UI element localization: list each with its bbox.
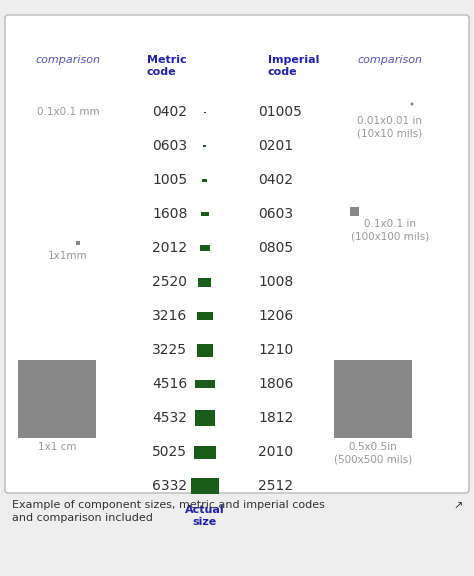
Bar (334, 360, 412, 438)
Text: comparison: comparison (36, 55, 100, 65)
Bar (202, 179, 208, 181)
Text: 0603: 0603 (258, 207, 293, 221)
Text: 01005: 01005 (258, 105, 302, 119)
Text: 0.5x0.5in
(500x500 mils): 0.5x0.5in (500x500 mils) (334, 442, 412, 464)
Text: 2012: 2012 (152, 241, 187, 255)
Text: 1005: 1005 (152, 173, 187, 187)
Text: 1812: 1812 (258, 411, 293, 425)
Text: 2520: 2520 (152, 275, 187, 289)
Text: 5025: 5025 (152, 445, 187, 459)
Bar (191, 478, 219, 494)
Text: 0402: 0402 (152, 105, 187, 119)
Bar (200, 245, 210, 251)
Bar (194, 445, 216, 458)
Text: comparison: comparison (357, 55, 422, 65)
Text: 1x1 cm: 1x1 cm (38, 442, 76, 452)
Bar (197, 312, 213, 320)
Text: 3225: 3225 (152, 343, 187, 357)
Bar (76, 241, 80, 245)
FancyBboxPatch shape (5, 15, 469, 493)
Circle shape (410, 103, 413, 105)
Text: Metric
code: Metric code (147, 55, 187, 77)
Text: Imperial
code: Imperial code (268, 55, 319, 77)
Bar (350, 207, 359, 216)
Text: 1806: 1806 (258, 377, 293, 391)
Text: 0805: 0805 (258, 241, 293, 255)
Bar (201, 212, 209, 216)
Bar (195, 410, 215, 426)
Text: 4532: 4532 (152, 411, 187, 425)
Text: 1008: 1008 (258, 275, 293, 289)
Bar (195, 380, 215, 388)
Text: 1x1mm: 1x1mm (48, 251, 88, 261)
Text: 0402: 0402 (258, 173, 293, 187)
Text: 0603: 0603 (152, 139, 187, 153)
Text: 1210: 1210 (258, 343, 293, 357)
Text: 6332: 6332 (152, 479, 187, 493)
Text: ↗: ↗ (453, 502, 463, 512)
Bar (203, 145, 207, 147)
Text: 1206: 1206 (258, 309, 293, 323)
Text: Actual
size: Actual size (185, 505, 225, 526)
Text: 0.1x0.1 in
(100x100 mils): 0.1x0.1 in (100x100 mils) (351, 219, 429, 241)
Bar (197, 343, 213, 357)
Text: 0.01x0.01 in
(10x10 mils): 0.01x0.01 in (10x10 mils) (357, 116, 423, 138)
Bar (199, 278, 211, 286)
Text: 1608: 1608 (152, 207, 187, 221)
Text: 4516: 4516 (152, 377, 187, 391)
Text: 2010: 2010 (258, 445, 293, 459)
Text: Example of component sizes, metric and imperial codes
and comparison included: Example of component sizes, metric and i… (12, 500, 325, 523)
Text: 0201: 0201 (258, 139, 293, 153)
Text: 0.1x0.1 mm: 0.1x0.1 mm (36, 107, 100, 117)
Text: 3216: 3216 (152, 309, 187, 323)
Bar (18, 360, 96, 438)
Text: 2512: 2512 (258, 479, 293, 493)
